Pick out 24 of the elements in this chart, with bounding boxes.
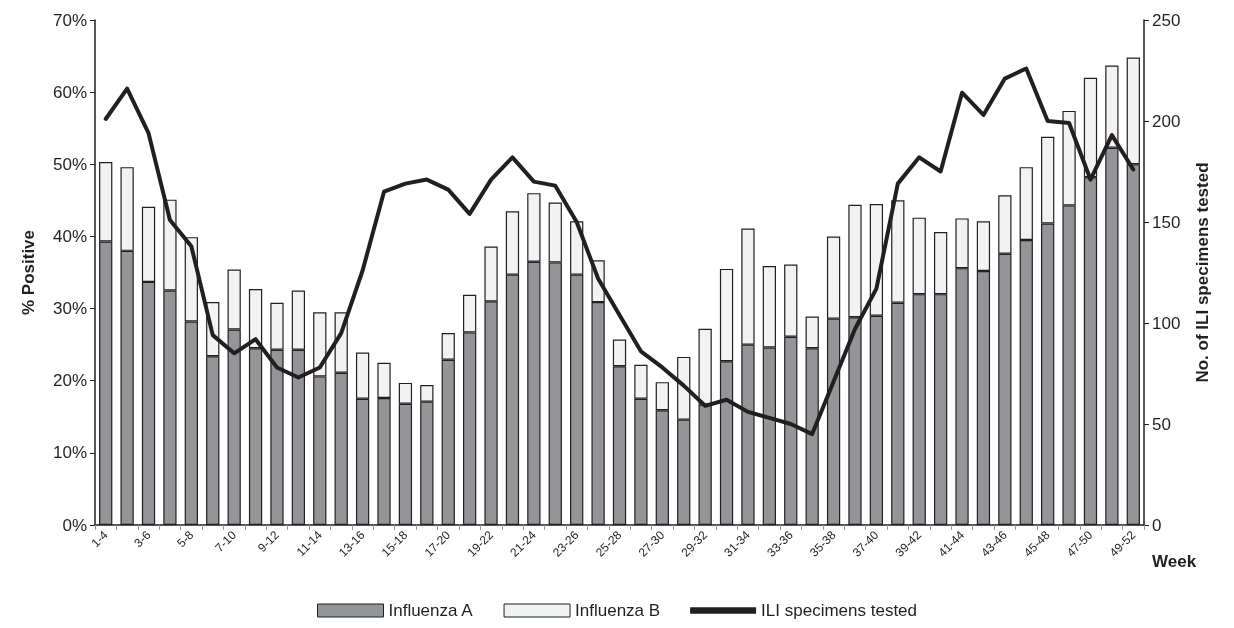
x-tick-label: 1-4: [88, 527, 111, 551]
y-tick-label: 70%: [52, 10, 87, 30]
x-tick-label: 3-6: [131, 527, 154, 551]
y-axis-title: % Positive: [19, 229, 38, 316]
legend-label: Influenza B: [575, 601, 661, 620]
y-tick-label: 40%: [52, 226, 87, 246]
x-tick-label: 5-8: [174, 527, 197, 551]
y2-axis-title: No. of ILI specimens tested: [1193, 162, 1212, 383]
y2-tick-label: 150: [1152, 212, 1181, 232]
y-tick-label: 10%: [52, 443, 87, 463]
y2-tick-label: 250: [1152, 10, 1181, 30]
y2-tick-label: 0: [1152, 515, 1162, 535]
y-tick-label: 60%: [52, 82, 87, 102]
y-tick-label: 0%: [62, 515, 87, 535]
x-axis-title: Week: [1152, 552, 1197, 571]
y-tick-label: 50%: [52, 154, 87, 174]
x-tick-label: 7-10: [212, 527, 240, 555]
legend-label: Influenza A: [388, 601, 474, 620]
y2-tick-label: 50: [1152, 414, 1171, 434]
y-tick-label: 20%: [52, 371, 87, 391]
legend-label: ILI specimens tested: [761, 601, 918, 620]
y2-tick-label: 100: [1152, 313, 1181, 333]
y2-tick-label: 200: [1152, 111, 1181, 131]
y-tick-label: 30%: [52, 299, 87, 319]
